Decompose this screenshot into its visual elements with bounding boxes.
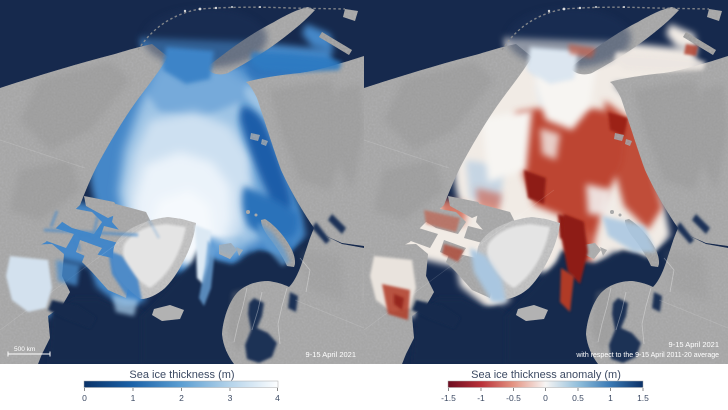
- svg-text:Sea ice thickness anomaly (m): Sea ice thickness anomaly (m): [471, 369, 621, 381]
- svg-text:0: 0: [82, 393, 87, 403]
- svg-text:-0.5: -0.5: [506, 393, 521, 403]
- svg-text:with respect to the 9-15 April: with respect to the 9-15 April 2011-20 a…: [575, 352, 719, 359]
- svg-text:0: 0: [543, 393, 548, 403]
- svg-text:1: 1: [608, 393, 613, 403]
- svg-text:1.5: 1.5: [637, 393, 649, 403]
- svg-text:1: 1: [131, 393, 136, 403]
- svg-text:500 km: 500 km: [14, 346, 35, 353]
- svg-text:2: 2: [179, 393, 184, 403]
- svg-text:4: 4: [275, 393, 280, 403]
- svg-text:-1: -1: [477, 393, 485, 403]
- svg-text:Sea ice thickness (m): Sea ice thickness (m): [129, 369, 234, 381]
- svg-text:-1.5: -1.5: [441, 393, 456, 403]
- svg-text:9-15 April 2021: 9-15 April 2021: [669, 340, 719, 349]
- svg-text:9-15 April 2021: 9-15 April 2021: [306, 350, 356, 359]
- svg-text:3: 3: [228, 393, 233, 403]
- svg-text:0.5: 0.5: [572, 393, 584, 403]
